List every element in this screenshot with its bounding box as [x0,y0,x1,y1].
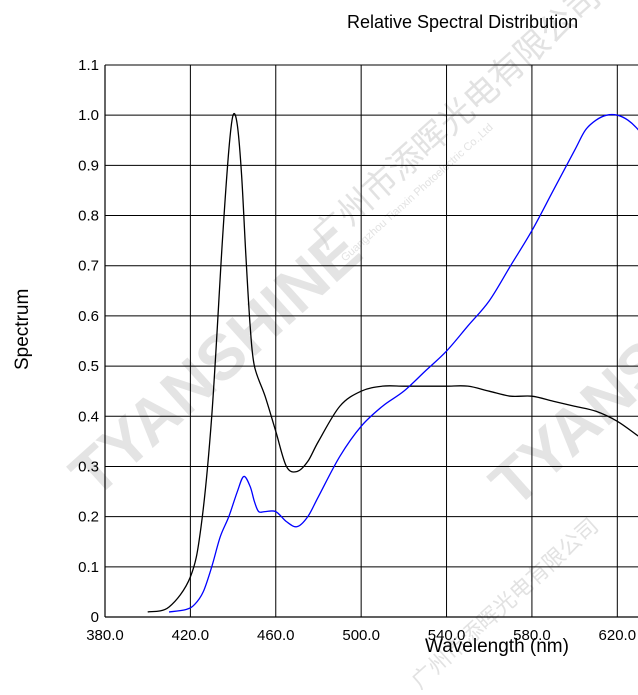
x-tick-label: 420.0 [172,627,210,644]
x-tick-label: 500.0 [342,627,380,644]
x-axis-label: Wavelength (nm) [425,636,569,657]
watermark: TYANSHINE TYANSHINE 广州市添晖光电有限公司 Guangzho… [56,0,638,694]
y-tick-label: 0.9 [78,157,99,174]
x-tick-label: 460.0 [257,627,295,644]
x-tick-label: 620.0 [599,627,637,644]
x-tick-labels: 380.0 420.0 460.0 500.0 540.0 580.0 620.0 [86,627,636,644]
x-tick-label: 580.0 [513,627,551,644]
y-tick-label: 0.7 [78,258,99,275]
y-tick-label: 0.5 [78,358,99,375]
y-tick-label: 0.6 [78,308,99,325]
y-axis-label: Spectrum [12,289,33,370]
y-tick-label: 0.4 [78,408,99,425]
y-tick-labels: 0 0.1 0.2 0.3 0.4 0.5 0.6 0.7 0.8 0.9 1.0 1.1 [78,57,99,626]
chart-series [147,112,638,613]
chart-title: Relative Spectral Distribution [347,12,578,32]
x-tick-label: 380.0 [86,627,124,644]
y-tick-label: 0.1 [78,559,99,576]
watermark-brand-2: TYANSHINE [476,223,638,520]
plot-frame [104,64,638,618]
series-line-2 [168,113,638,613]
watermark-company-cn-2: 广州市添晖光电有限公司 [407,513,604,694]
y-tick-label: 1.1 [78,57,99,74]
series-line-1 [147,112,638,613]
y-tick-label: 0.3 [78,458,99,475]
y-tick-label: 0.8 [78,208,99,225]
watermark-company-cn: 广州市添晖光电有限公司 [305,0,608,256]
y-tick-label: 0.2 [78,509,99,526]
y-tick-label: 0 [91,609,99,626]
x-tick-label: 540.0 [428,627,466,644]
y-tick-label: 1.0 [78,107,99,124]
